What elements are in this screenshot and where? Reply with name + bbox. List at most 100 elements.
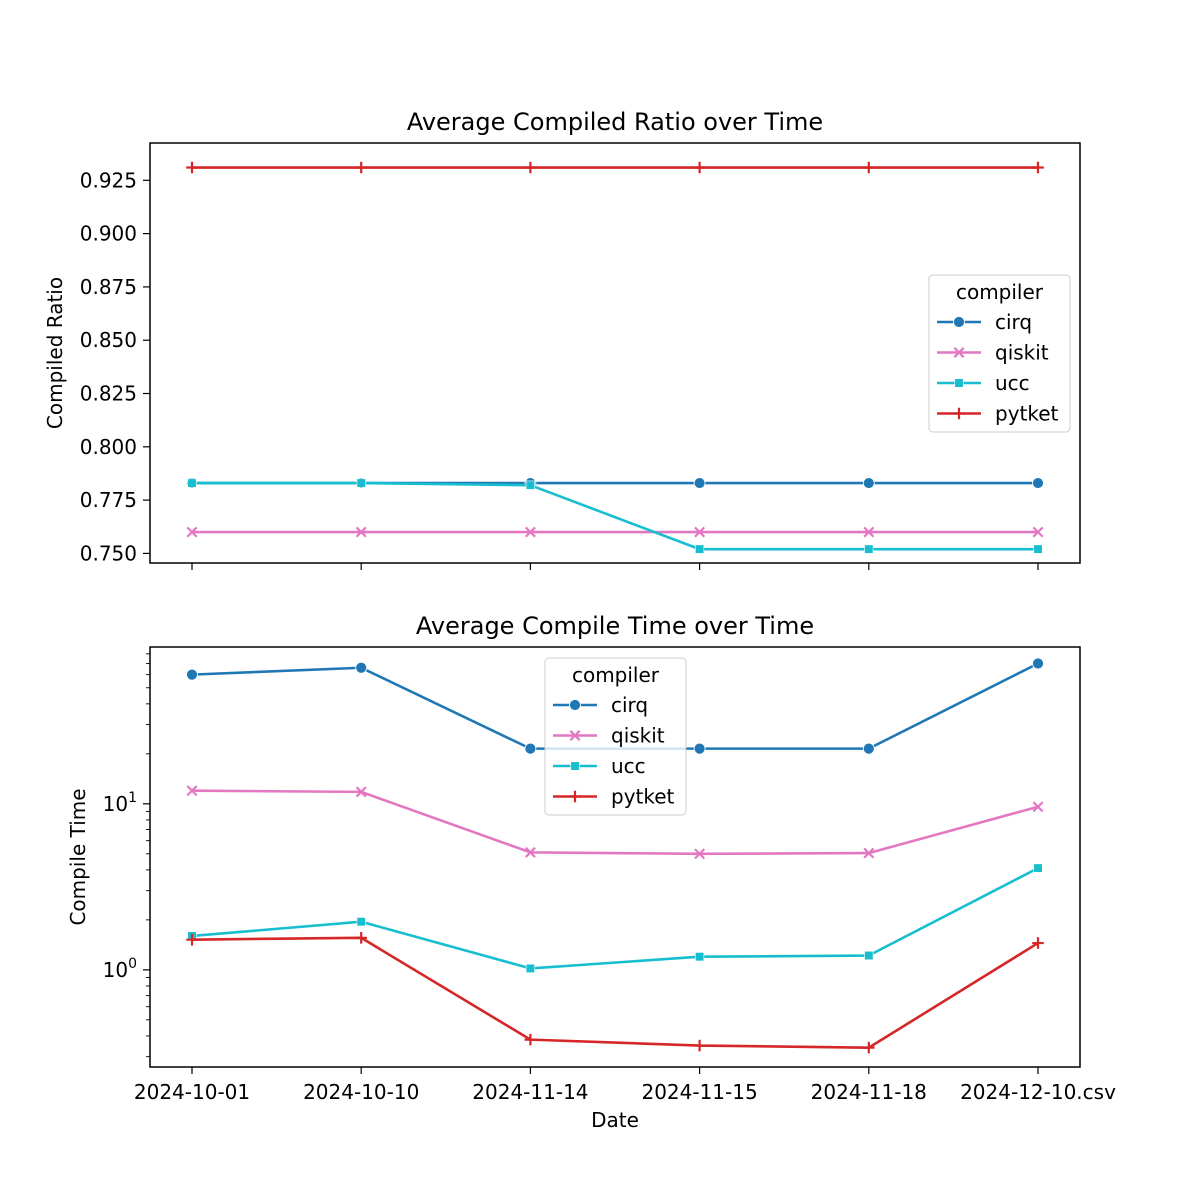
chart-title: Average Compiled Ratio over Time xyxy=(407,108,823,136)
legend: compiler cirq qiskit ucc pytket xyxy=(928,274,1071,433)
data-point-ucc xyxy=(525,963,535,973)
legend-label: pytket xyxy=(611,785,675,809)
series-line-ucc xyxy=(191,866,1039,970)
data-point-qiskit xyxy=(694,848,706,860)
chart-panel-1: Average Compiled Ratio over Time Compiled… xyxy=(43,108,1081,570)
data-point-qiskit xyxy=(694,526,706,538)
data-point-cirq xyxy=(862,742,875,755)
x-axis-label: Date xyxy=(591,1108,639,1132)
data-point-ucc xyxy=(1033,863,1043,873)
data-point-qiskit xyxy=(863,526,875,538)
legend-marker xyxy=(954,378,964,388)
legend-label: cirq xyxy=(611,693,648,717)
x-tick-label: 2024-12-10.csv xyxy=(960,1080,1116,1104)
legend-marker xyxy=(953,316,965,328)
legend-label: ucc xyxy=(611,754,646,778)
y-tick-label: 0.875 xyxy=(80,275,137,299)
chart-panel-2: Average Compile Time over Time Compile Ti… xyxy=(66,612,1116,1132)
y-tick-label: 101 xyxy=(103,790,137,816)
data-point-pytket xyxy=(1032,937,1044,949)
x-tick-label: 2024-10-01 xyxy=(134,1080,250,1104)
legend-marker xyxy=(953,407,965,420)
data-point-ucc xyxy=(525,480,535,490)
legend-entry-qiskit: qiskit xyxy=(937,341,1049,365)
legend-label: qiskit xyxy=(995,341,1049,365)
data-point-cirq xyxy=(693,742,706,755)
series-ucc xyxy=(187,863,1043,973)
data-point-ucc xyxy=(356,917,366,927)
series-ucc xyxy=(187,478,1043,554)
legend-label: qiskit xyxy=(611,724,665,748)
legend-label: cirq xyxy=(995,310,1032,334)
data-point-qiskit xyxy=(524,526,536,538)
legend-marker xyxy=(569,730,581,741)
data-point-cirq xyxy=(355,661,368,674)
legend-marker xyxy=(953,347,965,358)
data-point-cirq xyxy=(1032,477,1044,489)
legend-marker xyxy=(569,790,581,803)
axes-frame xyxy=(149,142,1081,564)
data-point-pytket xyxy=(186,933,198,946)
y-tick-label: 0.850 xyxy=(80,328,137,352)
data-point-ucc xyxy=(695,544,705,554)
y-axis-label: Compiled Ratio xyxy=(43,277,67,429)
data-point-pytket xyxy=(863,1041,875,1054)
data-point-qiskit xyxy=(355,526,367,538)
data-point-qiskit xyxy=(863,847,875,859)
legend-entry-pytket: pytket xyxy=(937,402,1059,426)
data-point-cirq xyxy=(186,668,198,681)
legend-title: compiler xyxy=(956,280,1044,304)
data-point-pytket xyxy=(1032,161,1044,174)
legend-entry-ucc: ucc xyxy=(553,754,646,778)
data-point-pytket xyxy=(524,1033,537,1046)
y-tick-label: 100 xyxy=(103,956,137,982)
series-line-qiskit xyxy=(191,789,1039,856)
data-point-qiskit xyxy=(355,786,367,798)
data-point-ucc xyxy=(187,478,197,488)
x-tick-label: 2024-10-10 xyxy=(303,1080,419,1104)
legend-marker xyxy=(569,699,581,711)
legend-label: ucc xyxy=(995,371,1030,395)
y-tick-label: 0.800 xyxy=(80,435,137,459)
data-point-pytket xyxy=(693,1039,706,1052)
data-point-ucc xyxy=(695,952,705,962)
y-tick-label: 0.775 xyxy=(80,488,137,512)
data-point-pytket xyxy=(524,161,537,174)
axes-frame xyxy=(149,646,1081,1068)
legend: compiler cirq qiskit ucc pytket xyxy=(544,657,687,816)
data-point-pytket xyxy=(186,161,198,174)
data-point-pytket xyxy=(355,161,367,174)
series-pytket xyxy=(186,161,1044,174)
legend-entry-ucc: ucc xyxy=(937,371,1030,395)
y-tick-label: 0.900 xyxy=(80,222,137,246)
data-point-cirq xyxy=(693,477,706,489)
legend-entry-cirq: cirq xyxy=(937,310,1032,334)
legend-entry-qiskit: qiskit xyxy=(553,724,665,748)
data-point-qiskit xyxy=(186,785,198,797)
legend-entry-pytket: pytket xyxy=(553,785,675,809)
data-point-ucc xyxy=(864,950,874,961)
x-tick-label: 2024-11-15 xyxy=(641,1080,757,1104)
data-point-cirq xyxy=(1032,657,1044,670)
data-point-qiskit xyxy=(1032,801,1044,813)
data-point-cirq xyxy=(862,477,875,489)
legend-label: pytket xyxy=(995,402,1059,426)
series-qiskit xyxy=(186,785,1044,860)
series-pytket xyxy=(186,932,1044,1054)
data-point-qiskit xyxy=(524,846,536,858)
legend-entry-cirq: cirq xyxy=(553,693,648,717)
data-point-pytket xyxy=(693,161,706,174)
data-point-ucc xyxy=(356,478,366,488)
legend-marker xyxy=(570,761,580,771)
y-tick-label: 0.750 xyxy=(80,541,137,565)
y-axis-label: Compile Time xyxy=(66,788,90,925)
data-point-pytket xyxy=(863,161,875,174)
data-point-qiskit xyxy=(186,526,198,538)
data-point-pytket xyxy=(355,932,367,944)
y-tick-label: 0.925 xyxy=(80,168,137,192)
x-tick-label: 2024-11-18 xyxy=(811,1080,927,1104)
data-point-cirq xyxy=(524,742,537,755)
x-tick-label: 2024-11-14 xyxy=(472,1080,588,1104)
y-tick-label: 0.825 xyxy=(80,382,137,406)
